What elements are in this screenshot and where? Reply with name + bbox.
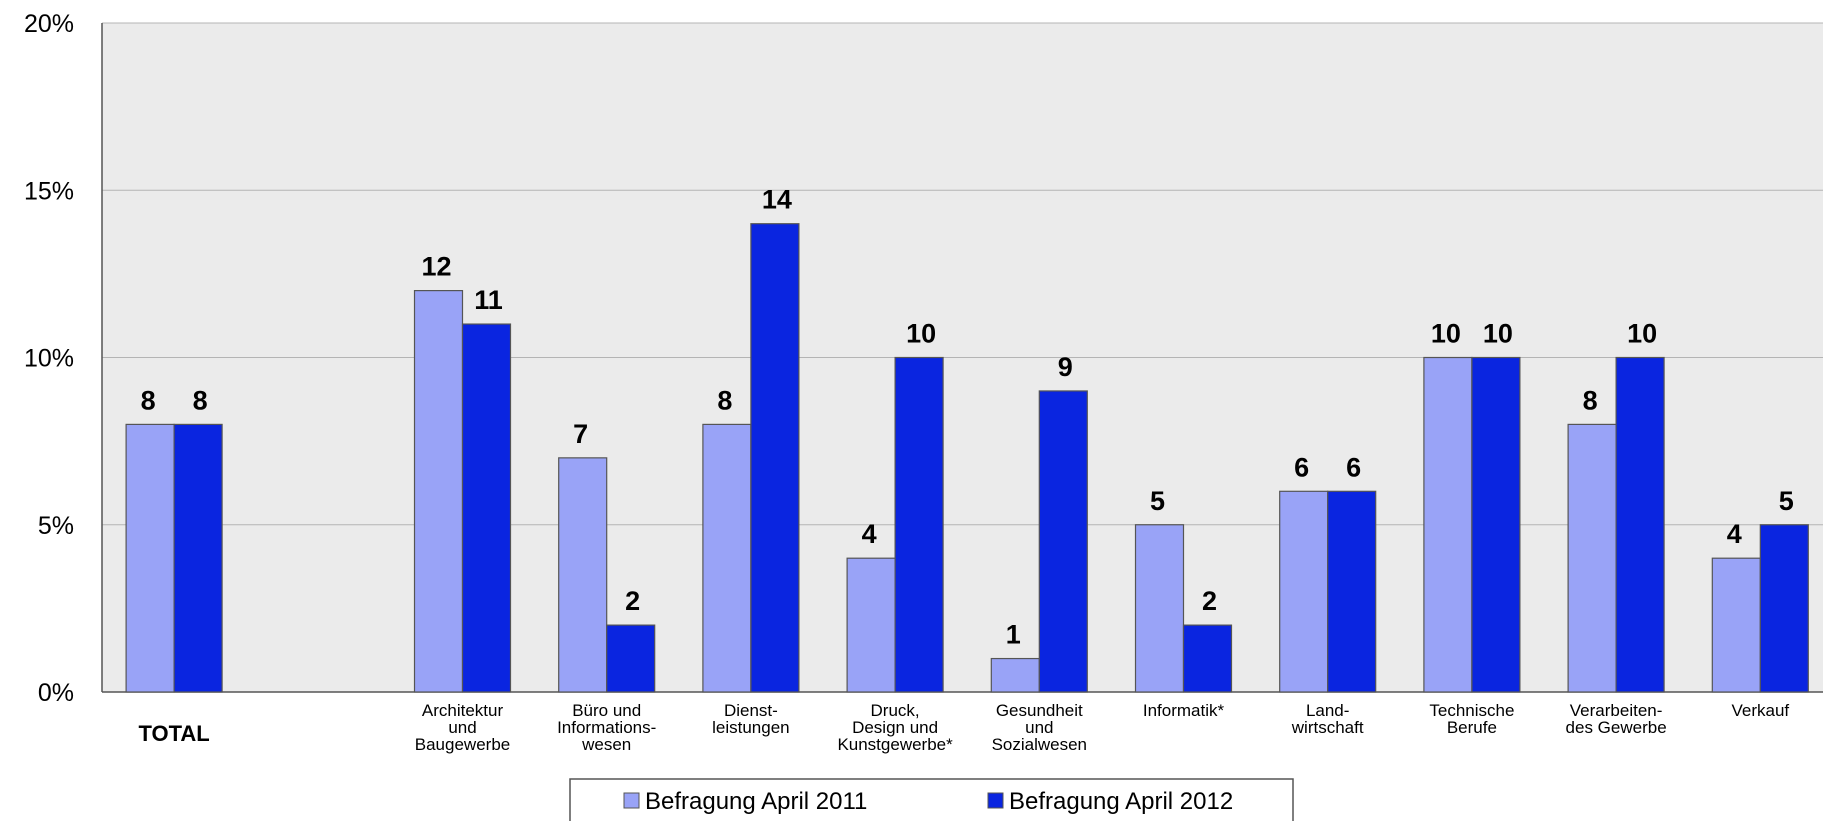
bar — [1279, 490, 1329, 693]
y-tick-label: 0% — [38, 679, 74, 707]
x-tick-label: Technische Berufe — [1429, 701, 1515, 737]
bar — [1471, 356, 1521, 693]
data-label: 7 — [573, 419, 588, 449]
data-label: 6 — [1294, 452, 1309, 482]
legend-label: Befragung April 2011 — [645, 788, 867, 815]
bar — [1327, 490, 1377, 693]
bar — [702, 423, 752, 693]
x-tick-label: Büro und Informations- wesen — [557, 701, 657, 754]
x-tick-label: Verarbeiten- des Gewerbe — [1565, 701, 1667, 737]
legend-label: Befragung April 2012 — [1009, 788, 1233, 815]
data-label: 10 — [906, 319, 936, 349]
data-label: 10 — [1483, 319, 1513, 349]
data-label: 10 — [1627, 319, 1657, 349]
data-label: 2 — [625, 586, 640, 616]
bar — [125, 423, 175, 693]
legend-box — [569, 778, 1294, 821]
data-label: 5 — [1150, 486, 1165, 516]
y-tick-label: 20% — [24, 10, 74, 38]
x-tick-label: TOTAL — [138, 721, 210, 746]
bar — [990, 657, 1040, 693]
data-label: 8 — [1583, 385, 1598, 415]
legend-swatch — [987, 792, 1004, 809]
bar — [1615, 356, 1665, 693]
bar — [1038, 390, 1088, 693]
data-label: 4 — [1727, 519, 1742, 549]
bar — [606, 624, 656, 693]
y-tick-label: 10% — [24, 345, 74, 373]
data-label: 1 — [1006, 620, 1021, 650]
bar — [1567, 423, 1617, 693]
data-label: 12 — [421, 252, 451, 282]
data-label: 9 — [1058, 352, 1073, 382]
y-tick-label: 15% — [24, 177, 74, 205]
bar — [1134, 524, 1185, 693]
bar — [894, 356, 944, 693]
x-tick-label: Architektur und Baugewerbe — [414, 701, 511, 754]
x-tick-label: Dienst- leistungen — [712, 701, 790, 737]
bar — [1711, 557, 1761, 693]
y-tick-label: 5% — [38, 512, 74, 540]
bar — [461, 323, 512, 693]
bar — [413, 290, 464, 693]
x-tick-label: Druck, Design und Kunstgewerbe* — [837, 701, 953, 754]
data-label: 8 — [141, 385, 156, 415]
bar — [750, 223, 800, 693]
x-tick-label: Informatik* — [1142, 701, 1225, 720]
data-label: 4 — [862, 519, 877, 549]
bar — [846, 557, 896, 693]
data-label: 11 — [474, 285, 503, 315]
bar — [1423, 356, 1473, 693]
data-label: 6 — [1346, 452, 1361, 482]
bar — [173, 423, 223, 693]
x-tick-label: Land- wirtschaft — [1291, 701, 1364, 737]
data-label: 8 — [717, 385, 732, 415]
data-label: 14 — [762, 185, 792, 215]
legend-swatch — [623, 792, 640, 809]
x-tick-label: Gesundheit und Sozialwesen — [991, 701, 1088, 754]
x-tick-label: Verkauf — [1731, 701, 1790, 720]
data-label: 5 — [1779, 486, 1794, 516]
bar — [558, 457, 608, 693]
bar — [1759, 524, 1809, 693]
data-label: 8 — [193, 385, 208, 415]
data-label: 10 — [1431, 319, 1461, 349]
bar — [1182, 624, 1233, 693]
data-label: 2 — [1202, 586, 1217, 616]
